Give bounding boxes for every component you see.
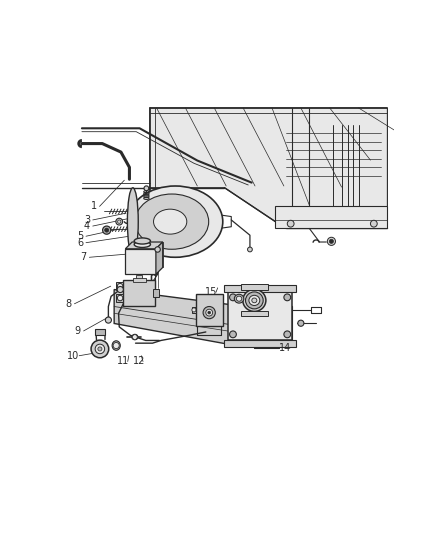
Text: 9: 9 bbox=[75, 326, 81, 336]
Circle shape bbox=[327, 237, 336, 245]
Polygon shape bbox=[132, 242, 162, 268]
Ellipse shape bbox=[234, 294, 244, 303]
Circle shape bbox=[284, 294, 291, 301]
Bar bbox=[116, 294, 124, 302]
Ellipse shape bbox=[243, 289, 266, 311]
Bar bbox=[116, 282, 124, 290]
Ellipse shape bbox=[154, 209, 187, 234]
Ellipse shape bbox=[237, 296, 242, 301]
Text: 7: 7 bbox=[81, 252, 87, 262]
Circle shape bbox=[329, 239, 333, 244]
Circle shape bbox=[91, 340, 109, 358]
Circle shape bbox=[117, 295, 123, 301]
Circle shape bbox=[371, 220, 377, 227]
Circle shape bbox=[230, 331, 237, 338]
Circle shape bbox=[116, 218, 123, 225]
Text: 14: 14 bbox=[279, 343, 292, 353]
Bar bbox=[153, 289, 159, 297]
Circle shape bbox=[113, 343, 119, 349]
Text: 3: 3 bbox=[84, 215, 90, 225]
Bar bbox=[133, 279, 146, 282]
Bar bbox=[95, 329, 105, 335]
Circle shape bbox=[208, 311, 211, 314]
Circle shape bbox=[117, 286, 124, 293]
Text: 15: 15 bbox=[205, 287, 218, 297]
Circle shape bbox=[230, 294, 237, 301]
Circle shape bbox=[206, 309, 212, 316]
Circle shape bbox=[144, 186, 149, 191]
Circle shape bbox=[298, 320, 304, 326]
Circle shape bbox=[105, 228, 109, 232]
Circle shape bbox=[284, 331, 291, 338]
Circle shape bbox=[247, 247, 252, 252]
Ellipse shape bbox=[128, 186, 223, 257]
Circle shape bbox=[152, 270, 158, 275]
Circle shape bbox=[287, 220, 294, 227]
Circle shape bbox=[105, 317, 111, 323]
Circle shape bbox=[102, 226, 111, 234]
Bar bbox=[135, 275, 142, 280]
Ellipse shape bbox=[132, 334, 138, 340]
Text: 12: 12 bbox=[133, 357, 145, 367]
Circle shape bbox=[203, 306, 215, 319]
Polygon shape bbox=[150, 108, 387, 229]
Ellipse shape bbox=[252, 298, 257, 303]
Text: 8: 8 bbox=[65, 299, 71, 309]
Bar bbox=[196, 294, 223, 326]
Bar bbox=[241, 311, 268, 317]
Bar bbox=[241, 285, 268, 289]
Circle shape bbox=[123, 297, 128, 302]
Circle shape bbox=[98, 347, 102, 351]
Bar bbox=[228, 291, 292, 341]
Ellipse shape bbox=[249, 295, 260, 305]
Text: 10: 10 bbox=[67, 351, 80, 361]
Ellipse shape bbox=[127, 188, 138, 255]
Bar bbox=[191, 307, 196, 313]
Ellipse shape bbox=[112, 341, 120, 350]
Circle shape bbox=[155, 247, 160, 252]
Text: 6: 6 bbox=[77, 238, 83, 248]
Polygon shape bbox=[125, 242, 162, 249]
Text: 5: 5 bbox=[77, 231, 83, 241]
Bar bbox=[276, 206, 388, 229]
Bar bbox=[125, 249, 156, 274]
Ellipse shape bbox=[135, 194, 208, 249]
Circle shape bbox=[158, 246, 165, 253]
Polygon shape bbox=[114, 289, 293, 347]
Ellipse shape bbox=[246, 292, 263, 309]
Bar bbox=[224, 285, 296, 292]
Bar bbox=[123, 280, 155, 305]
Circle shape bbox=[95, 344, 105, 354]
Polygon shape bbox=[156, 242, 162, 274]
Circle shape bbox=[192, 308, 196, 312]
Circle shape bbox=[117, 284, 123, 289]
Ellipse shape bbox=[134, 238, 151, 244]
Text: 11: 11 bbox=[117, 357, 129, 367]
Ellipse shape bbox=[134, 241, 151, 247]
Text: 1: 1 bbox=[91, 201, 97, 212]
Bar bbox=[224, 340, 296, 346]
Circle shape bbox=[132, 335, 137, 340]
Text: 4: 4 bbox=[84, 221, 90, 231]
